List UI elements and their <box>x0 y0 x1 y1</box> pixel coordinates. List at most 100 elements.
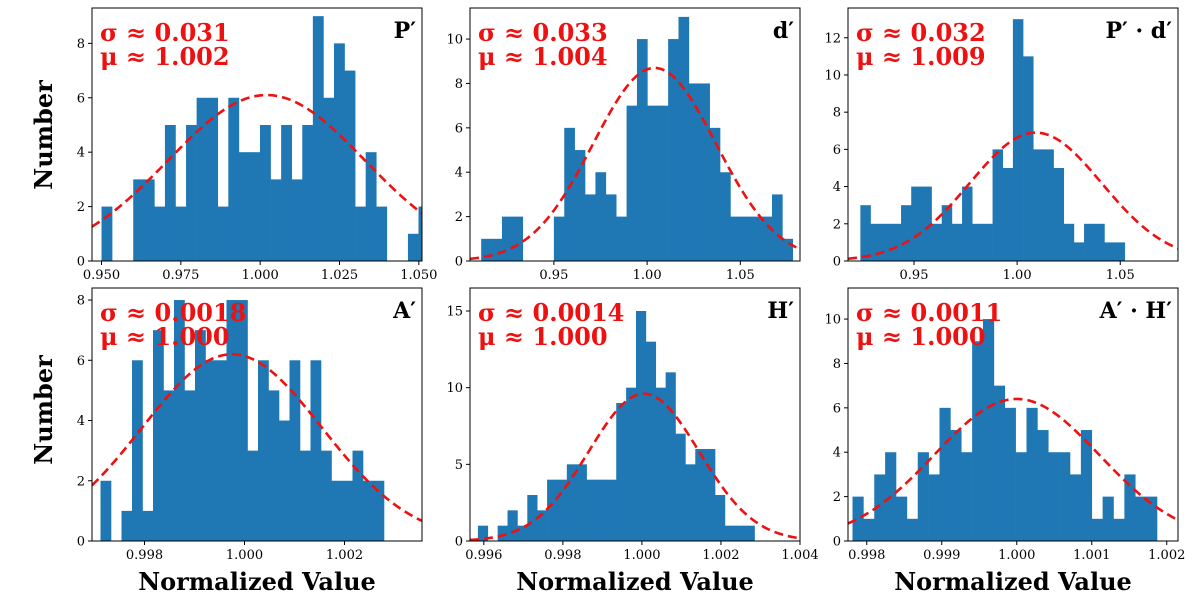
panel-title: P′ <box>394 18 417 44</box>
y-tick-label: 0 <box>833 535 841 550</box>
histogram-bar <box>993 385 1006 541</box>
x-tick-label: 1.000 <box>226 548 263 563</box>
y-tick-label: 2 <box>77 200 85 215</box>
gaussian-fit-line <box>92 93 422 228</box>
histogram-bar <box>247 450 259 541</box>
mu-annotation: μ ≈ 1.009 <box>856 42 986 71</box>
x-tick-label: 1.05 <box>1106 268 1135 283</box>
histogram-bar <box>258 360 269 541</box>
mu-annotation: μ ≈ 1.002 <box>100 42 230 71</box>
mu-annotation: μ ≈ 1.000 <box>478 322 608 351</box>
gaussian-fit-line <box>848 131 1178 261</box>
y-tick-label: 0 <box>77 535 85 550</box>
histogram-bar <box>982 223 993 261</box>
histogram-bar <box>268 390 280 541</box>
histogram-bar <box>901 205 912 261</box>
y-tick-label: 10 <box>446 381 463 396</box>
panel-title: A′ · H′ <box>1099 298 1173 324</box>
x-tick-label: 1.00 <box>633 268 662 283</box>
histogram-bar <box>1048 452 1060 541</box>
histogram-bar <box>962 186 973 261</box>
y-tick-label: 6 <box>77 354 85 369</box>
histogram-bar <box>668 39 679 261</box>
axes-frame <box>469 287 801 542</box>
histogram-bar <box>481 238 492 261</box>
x-tick-label: 1.001 <box>1073 548 1110 563</box>
histogram-bar <box>184 390 196 541</box>
histogram-bar <box>1114 242 1126 261</box>
histogram-bar <box>655 387 666 541</box>
histogram-bar <box>1094 223 1105 261</box>
histogram-bar <box>407 233 419 261</box>
histogram-bar <box>635 311 647 541</box>
histogram-bar <box>270 179 282 261</box>
histogram-bar <box>527 495 538 541</box>
y-tick-label: 4 <box>77 414 85 429</box>
y-tick-label: 2 <box>833 217 841 232</box>
mu-annotation: μ ≈ 1.004 <box>478 42 608 71</box>
histogram-bar <box>174 300 185 541</box>
y-tick-label: 4 <box>455 166 463 181</box>
histogram-bar <box>1026 407 1038 541</box>
histogram-bar <box>992 149 1004 261</box>
histogram-bar <box>695 449 706 541</box>
histogram-bar <box>616 216 627 261</box>
histogram-bar <box>665 372 676 541</box>
axes-frame <box>91 287 423 542</box>
histogram-bar <box>1091 518 1103 541</box>
histogram-bar <box>226 300 238 541</box>
panel-title: d′ <box>773 18 794 44</box>
histogram-bar <box>281 124 293 261</box>
histogram-bar <box>321 450 332 541</box>
x-tick-label: 1.025 <box>321 268 358 283</box>
gaussian-fit-line <box>470 392 800 541</box>
histogram-bar <box>870 223 882 261</box>
histogram-bar <box>1012 19 1024 261</box>
histogram-bar <box>931 223 943 261</box>
y-tick-label: 8 <box>77 37 85 52</box>
histogram-bar <box>688 83 700 261</box>
histogram-bar <box>310 360 322 541</box>
gaussian-fit-line <box>470 66 800 261</box>
histogram-bar <box>497 525 508 541</box>
y-tick-label: 4 <box>77 146 85 161</box>
histogram-bar <box>1104 242 1115 261</box>
histogram-bar <box>1102 496 1114 541</box>
x-tick-label: 0.975 <box>162 268 199 283</box>
x-tick-label: 1.004 <box>781 548 818 563</box>
histogram-bar <box>517 525 528 541</box>
histogram-bar <box>1080 430 1093 541</box>
histogram-bar <box>585 194 596 261</box>
y-tick-label: 8 <box>455 77 463 92</box>
histogram-bar <box>595 172 607 261</box>
y-tick-label: 10 <box>446 33 463 48</box>
histogram-bar <box>491 238 503 261</box>
histogram-bar <box>154 206 166 261</box>
y-tick-label: 10 <box>824 313 841 328</box>
histogram-bar <box>121 510 133 541</box>
x-tick-label: 0.998 <box>126 548 163 563</box>
y-tick-label: 6 <box>833 143 841 158</box>
x-tick-label: 1.000 <box>623 548 660 563</box>
sigma-annotation: σ ≈ 0.0011 <box>856 298 1002 327</box>
histogram-bar <box>734 525 745 541</box>
y-tick-label: 6 <box>833 401 841 416</box>
histogram-bar <box>740 216 752 261</box>
histogram-bar <box>596 479 607 541</box>
y-tick-label: 0 <box>77 255 85 270</box>
y-tick-label: 6 <box>455 121 463 136</box>
histogram-bar <box>207 97 219 261</box>
y-tick-label: 0 <box>833 255 841 270</box>
histogram-bar <box>205 360 217 541</box>
histogram-bar <box>216 360 227 541</box>
histogram-bar <box>890 223 902 261</box>
histogram-bar <box>961 452 973 541</box>
histogram-bar <box>744 525 755 541</box>
histogram-bar <box>249 152 261 261</box>
axes-frame <box>91 7 423 262</box>
histogram-bar <box>237 300 248 541</box>
histogram-bar <box>142 510 154 541</box>
histogram-bar <box>860 205 871 261</box>
